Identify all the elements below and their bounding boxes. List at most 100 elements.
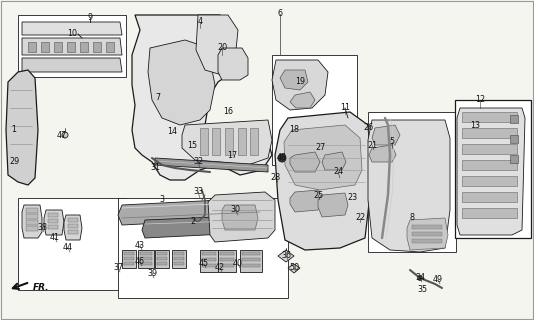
Text: 15: 15 [187,140,197,149]
Bar [220,258,234,261]
Bar [41,42,49,52]
Bar [174,252,184,255]
Text: 44: 44 [63,244,73,252]
Bar [124,257,134,260]
Polygon shape [142,215,268,238]
Text: 42: 42 [215,263,225,273]
Bar [220,264,234,267]
Text: 46: 46 [135,258,145,267]
Text: 24: 24 [333,167,343,177]
Text: 22: 22 [355,213,365,222]
Polygon shape [284,125,362,190]
Bar [26,214,38,219]
Polygon shape [294,125,322,150]
Text: 37: 37 [113,263,123,273]
Text: 47: 47 [57,131,67,140]
Text: 17: 17 [227,150,237,159]
Polygon shape [322,152,346,170]
Text: 4: 4 [198,18,202,27]
Polygon shape [6,70,38,185]
Polygon shape [240,250,262,272]
Bar [157,262,167,265]
Bar [140,252,152,255]
Polygon shape [200,128,208,155]
Polygon shape [290,152,320,172]
Polygon shape [138,250,154,268]
Bar [28,42,36,52]
Text: 33: 33 [193,188,203,196]
Polygon shape [148,40,215,125]
Bar [220,252,234,255]
Bar [18,198,126,290]
Text: 40: 40 [233,260,243,268]
Text: 7: 7 [155,93,161,102]
Bar [462,144,517,154]
Bar [412,232,442,236]
Text: FR.: FR. [33,284,50,292]
Text: 41: 41 [50,234,60,243]
Text: 30: 30 [230,205,240,214]
Bar [174,257,184,260]
Polygon shape [222,205,258,230]
Text: 35: 35 [417,284,427,293]
Bar [412,239,442,243]
Polygon shape [372,125,400,145]
Bar [124,252,134,255]
Polygon shape [238,128,246,155]
Bar [18,15,126,77]
Text: 43: 43 [135,241,145,250]
Text: 13: 13 [470,121,480,130]
Text: 10: 10 [67,29,77,38]
Polygon shape [290,92,315,108]
Polygon shape [118,198,264,225]
Bar [462,192,517,202]
Bar [510,115,518,123]
Text: 39: 39 [147,269,157,278]
Polygon shape [64,215,82,240]
Circle shape [418,276,422,281]
Bar [174,262,184,265]
Text: 9: 9 [88,13,92,22]
Bar [242,252,260,255]
Text: 2: 2 [191,218,195,227]
Bar [202,258,216,261]
Polygon shape [368,120,450,252]
Polygon shape [218,250,236,272]
Polygon shape [250,128,258,155]
Bar [510,135,518,143]
Text: 3: 3 [160,196,164,204]
Polygon shape [44,210,64,235]
Bar [26,220,38,225]
Text: 19: 19 [295,77,305,86]
Bar [157,252,167,255]
Polygon shape [172,250,186,268]
Bar [48,225,58,229]
Text: 26: 26 [363,124,373,132]
Text: 11: 11 [340,103,350,113]
Bar [106,42,114,52]
Polygon shape [212,128,220,155]
Circle shape [278,154,286,162]
Polygon shape [182,120,272,165]
Bar [67,42,75,52]
Text: 1: 1 [12,125,17,134]
Polygon shape [122,250,136,268]
Bar [68,224,78,228]
Bar [48,219,58,223]
Bar [48,213,58,217]
Text: 36: 36 [281,252,291,260]
Text: 45: 45 [199,260,209,268]
Bar [80,42,88,52]
Bar [368,112,456,252]
Bar [455,100,531,238]
Text: 34: 34 [415,274,425,283]
Polygon shape [407,218,448,250]
Text: 28: 28 [270,173,280,182]
Bar [54,42,62,52]
Bar [140,262,152,265]
Bar [462,208,517,218]
Polygon shape [208,192,275,242]
Circle shape [62,132,68,138]
Bar [242,264,260,267]
Polygon shape [22,58,122,72]
